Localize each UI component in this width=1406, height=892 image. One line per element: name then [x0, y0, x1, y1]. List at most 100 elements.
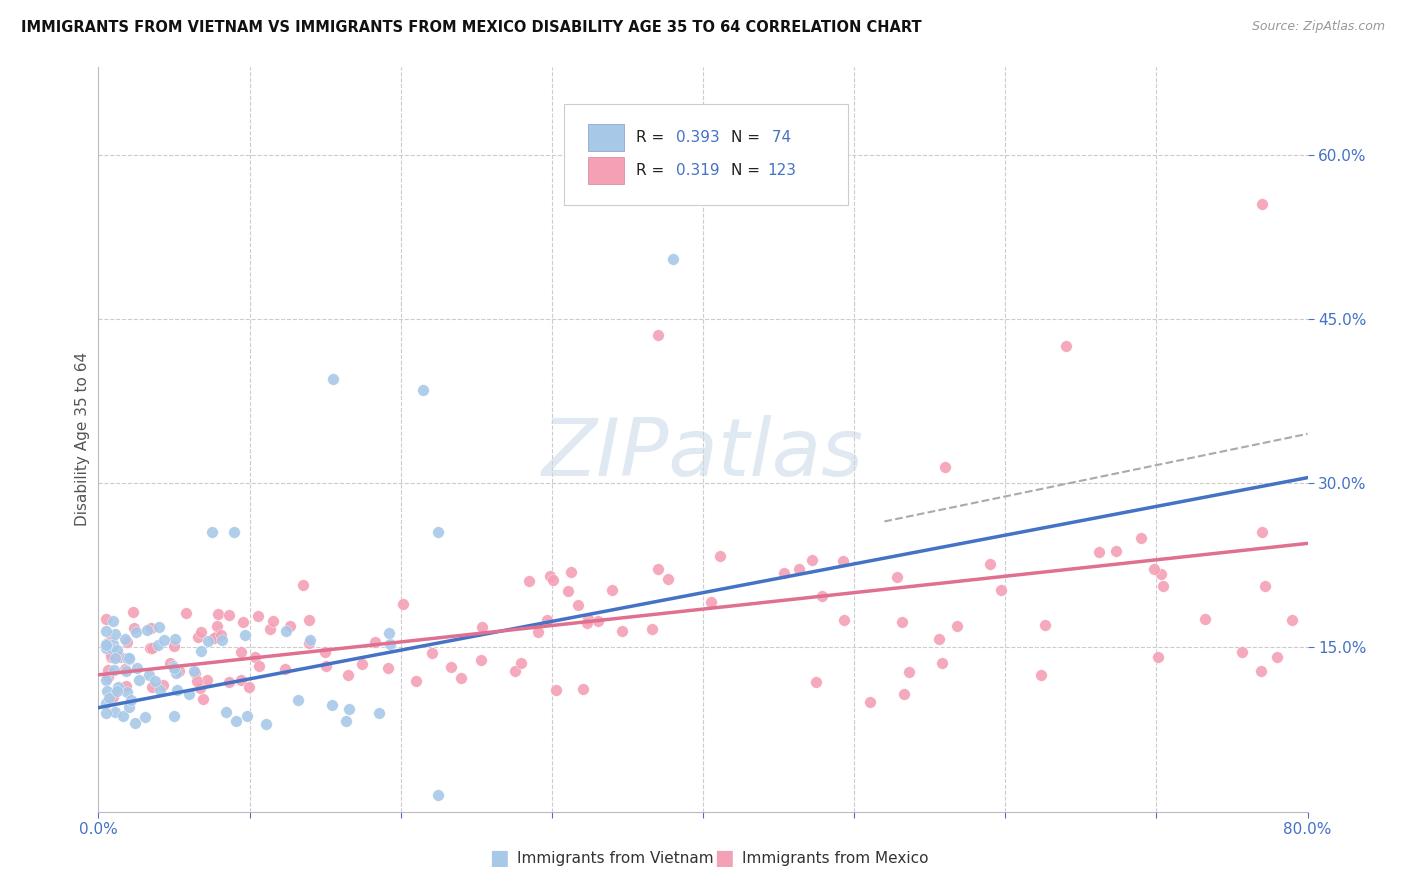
Point: [187, 631, 209, 645]
Point: [183, 664, 205, 678]
Point: [350, 657, 373, 671]
Point: [1031, 668, 1053, 682]
Point: [1251, 196, 1274, 211]
Point: [100, 641, 122, 656]
Text: 0.393: 0.393: [676, 130, 720, 145]
Point: [1254, 579, 1277, 593]
Point: [117, 634, 139, 648]
Point: [1105, 544, 1128, 558]
Point: [135, 623, 157, 637]
Point: [218, 675, 240, 690]
Point: [262, 614, 284, 628]
Text: 0.319: 0.319: [676, 163, 720, 178]
Point: [412, 383, 434, 397]
Point: [315, 659, 337, 673]
Point: [138, 668, 160, 682]
Point: [163, 709, 186, 723]
Point: [1130, 531, 1153, 545]
Point: [207, 629, 229, 643]
Point: [139, 640, 162, 655]
Point: [299, 633, 322, 648]
Point: [112, 709, 135, 723]
Point: [588, 614, 610, 628]
Point: [450, 672, 472, 686]
Point: [576, 615, 599, 630]
Point: [517, 574, 540, 589]
Point: [278, 619, 301, 633]
Point: [163, 632, 186, 647]
Point: [567, 598, 589, 612]
Point: [314, 645, 336, 659]
Point: [105, 643, 128, 657]
Point: [117, 652, 139, 666]
Point: [243, 650, 266, 665]
Point: [800, 553, 823, 567]
Point: [979, 557, 1001, 571]
Point: [1250, 664, 1272, 678]
Point: [893, 687, 915, 701]
Point: [527, 624, 550, 639]
Point: [98, 691, 121, 706]
Point: [647, 562, 669, 576]
Point: [114, 680, 136, 694]
Point: [162, 658, 184, 673]
Point: [832, 613, 855, 627]
Point: [377, 661, 399, 675]
Point: [94, 624, 117, 638]
Point: [928, 632, 950, 646]
Point: [337, 702, 360, 716]
Text: R =: R =: [637, 130, 669, 145]
Point: [94, 673, 117, 687]
Point: [98, 635, 121, 649]
Point: [287, 693, 309, 707]
Point: [120, 693, 142, 707]
Point: [148, 620, 170, 634]
Point: [391, 598, 413, 612]
Point: [990, 582, 1012, 597]
Point: [97, 670, 120, 684]
Text: R =: R =: [637, 163, 669, 178]
Point: [186, 673, 208, 688]
Point: [224, 525, 246, 540]
Point: [259, 623, 281, 637]
Point: [509, 656, 531, 670]
Text: IMMIGRANTS FROM VIETNAM VS IMMIGRANTS FROM MEXICO DISABILITY AGE 35 TO 64 CORREL: IMMIGRANTS FROM VIETNAM VS IMMIGRANTS FR…: [21, 20, 922, 35]
Point: [118, 700, 141, 714]
Point: [804, 675, 827, 690]
Point: [378, 637, 401, 651]
Point: [364, 635, 387, 649]
Point: [1150, 566, 1173, 581]
Point: [105, 684, 128, 698]
Point: [931, 656, 953, 670]
Point: [148, 638, 170, 652]
Point: [127, 660, 149, 674]
Point: [103, 663, 125, 677]
Point: [209, 628, 232, 642]
Point: [858, 695, 880, 709]
Point: [103, 690, 125, 704]
Point: [94, 641, 117, 656]
Point: [572, 682, 595, 697]
Point: [647, 328, 669, 343]
Point: [321, 698, 343, 712]
Point: [367, 706, 389, 720]
Point: [195, 673, 218, 688]
Text: N =: N =: [731, 130, 765, 145]
Point: [114, 664, 136, 678]
Point: [811, 589, 834, 603]
Point: [122, 605, 145, 619]
Point: [420, 647, 443, 661]
Text: 123: 123: [768, 163, 796, 178]
Point: [427, 789, 450, 803]
Point: [174, 607, 197, 621]
Text: Immigrants from Vietnam: Immigrants from Vietnam: [517, 851, 714, 865]
Point: [149, 682, 172, 697]
Point: [640, 622, 662, 636]
Point: [94, 706, 117, 720]
Point: [541, 573, 564, 587]
Point: [165, 665, 187, 680]
Point: [1152, 579, 1174, 593]
Point: [249, 659, 271, 673]
Point: [104, 705, 127, 719]
Point: [207, 607, 229, 621]
